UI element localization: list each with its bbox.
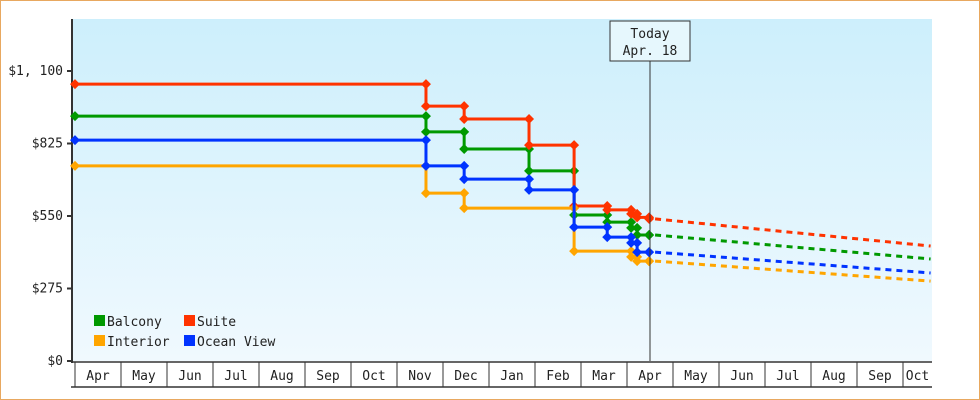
x-tick-label: Oct bbox=[906, 369, 929, 384]
legend-swatch bbox=[184, 315, 195, 326]
data-point-marker bbox=[626, 237, 637, 248]
x-tick-label: Dec bbox=[454, 369, 477, 384]
data-point-marker bbox=[644, 229, 655, 240]
legend-swatch bbox=[94, 315, 105, 326]
data-point-marker bbox=[524, 165, 535, 176]
data-point-marker bbox=[420, 111, 431, 122]
legend-item: Ocean View bbox=[184, 335, 275, 350]
data-point-marker bbox=[459, 203, 470, 214]
legend-swatch bbox=[184, 335, 195, 346]
data-point-marker bbox=[420, 126, 431, 137]
data-point-marker bbox=[459, 174, 470, 185]
y-tick-label: $825 bbox=[32, 137, 63, 152]
data-point-marker bbox=[70, 160, 80, 171]
x-tick-label: Jun bbox=[730, 369, 753, 384]
data-point-marker bbox=[626, 232, 637, 243]
data-point-marker bbox=[524, 113, 535, 124]
forecast-line bbox=[654, 217, 931, 248]
data-point-marker bbox=[459, 113, 470, 124]
data-point-marker bbox=[644, 247, 655, 258]
data-point-marker bbox=[602, 232, 613, 243]
data-point-marker bbox=[632, 256, 643, 267]
x-tick-label: Sep bbox=[316, 369, 340, 384]
data-point-marker bbox=[459, 101, 470, 112]
data-point-marker bbox=[459, 144, 470, 155]
legend-swatch bbox=[94, 335, 105, 346]
x-tick-label: May bbox=[132, 369, 156, 384]
x-tick-label: Jul bbox=[224, 369, 247, 384]
data-point-marker bbox=[420, 135, 431, 146]
forecast-line bbox=[654, 259, 931, 283]
forecast-line bbox=[654, 250, 931, 275]
x-tick-label: Jan bbox=[500, 369, 523, 384]
data-point-marker bbox=[632, 247, 643, 258]
data-point-marker bbox=[420, 101, 431, 112]
x-tick-label: Feb bbox=[546, 369, 570, 384]
x-tick-label: Aug bbox=[270, 369, 293, 384]
data-point-marker bbox=[459, 188, 470, 199]
data-point-marker bbox=[459, 160, 470, 171]
x-tick-label: Jul bbox=[776, 369, 799, 384]
y-tick-label: $275 bbox=[32, 282, 63, 297]
data-point-marker bbox=[644, 256, 655, 267]
data-point-marker bbox=[524, 174, 535, 185]
data-point-marker bbox=[524, 140, 535, 151]
data-point-marker bbox=[524, 184, 535, 195]
data-point-marker bbox=[70, 111, 80, 122]
legend-label: Interior bbox=[107, 335, 170, 350]
data-point-marker bbox=[626, 217, 637, 228]
data-point-marker bbox=[626, 222, 637, 233]
x-tick-label: Apr bbox=[638, 369, 662, 384]
data-point-marker bbox=[632, 237, 643, 248]
data-point-marker bbox=[459, 126, 470, 137]
data-point-marker bbox=[632, 222, 643, 233]
data-point-marker bbox=[420, 160, 431, 171]
x-tick-label: Apr bbox=[86, 369, 110, 384]
today-label-box bbox=[609, 20, 691, 62]
forecast-line bbox=[654, 233, 931, 261]
x-tick-label: Aug bbox=[822, 369, 845, 384]
data-point-marker bbox=[420, 79, 431, 90]
legend-label: Suite bbox=[197, 315, 236, 330]
x-tick-label: Mar bbox=[592, 369, 616, 384]
legend-item: Interior bbox=[94, 335, 170, 350]
data-point-marker bbox=[602, 217, 613, 228]
today-date: Apr. 18 bbox=[623, 44, 678, 59]
data-point-marker bbox=[420, 188, 431, 199]
data-point-marker bbox=[569, 184, 580, 195]
x-tick-label: Jun bbox=[178, 369, 201, 384]
y-tick-label: $550 bbox=[32, 209, 63, 224]
today-label: Today bbox=[630, 27, 669, 42]
x-tick-label: Oct bbox=[362, 369, 385, 384]
data-point-marker bbox=[602, 209, 613, 220]
legend-item: Balcony bbox=[94, 315, 162, 330]
data-point-marker bbox=[70, 135, 80, 146]
y-tick-label: $1, 100 bbox=[8, 64, 63, 79]
data-point-marker bbox=[569, 140, 580, 151]
x-tick-label: May bbox=[684, 369, 708, 384]
data-point-marker bbox=[632, 212, 643, 223]
plot-area bbox=[72, 19, 932, 361]
legend-label: Balcony bbox=[107, 315, 162, 330]
data-point-marker bbox=[644, 213, 655, 224]
x-tick-label: Sep bbox=[868, 369, 892, 384]
data-point-marker bbox=[569, 246, 580, 257]
series-ocean-view bbox=[70, 135, 931, 275]
data-point-marker bbox=[569, 222, 580, 233]
legend-item: Suite bbox=[184, 315, 236, 330]
data-point-marker bbox=[602, 204, 613, 215]
data-point-marker bbox=[602, 222, 613, 233]
data-point-marker bbox=[626, 251, 637, 262]
y-tick-label: $0 bbox=[47, 354, 63, 369]
legend-label: Ocean View bbox=[197, 335, 275, 350]
data-point-marker bbox=[70, 79, 80, 90]
x-tick-label: Nov bbox=[408, 369, 432, 384]
